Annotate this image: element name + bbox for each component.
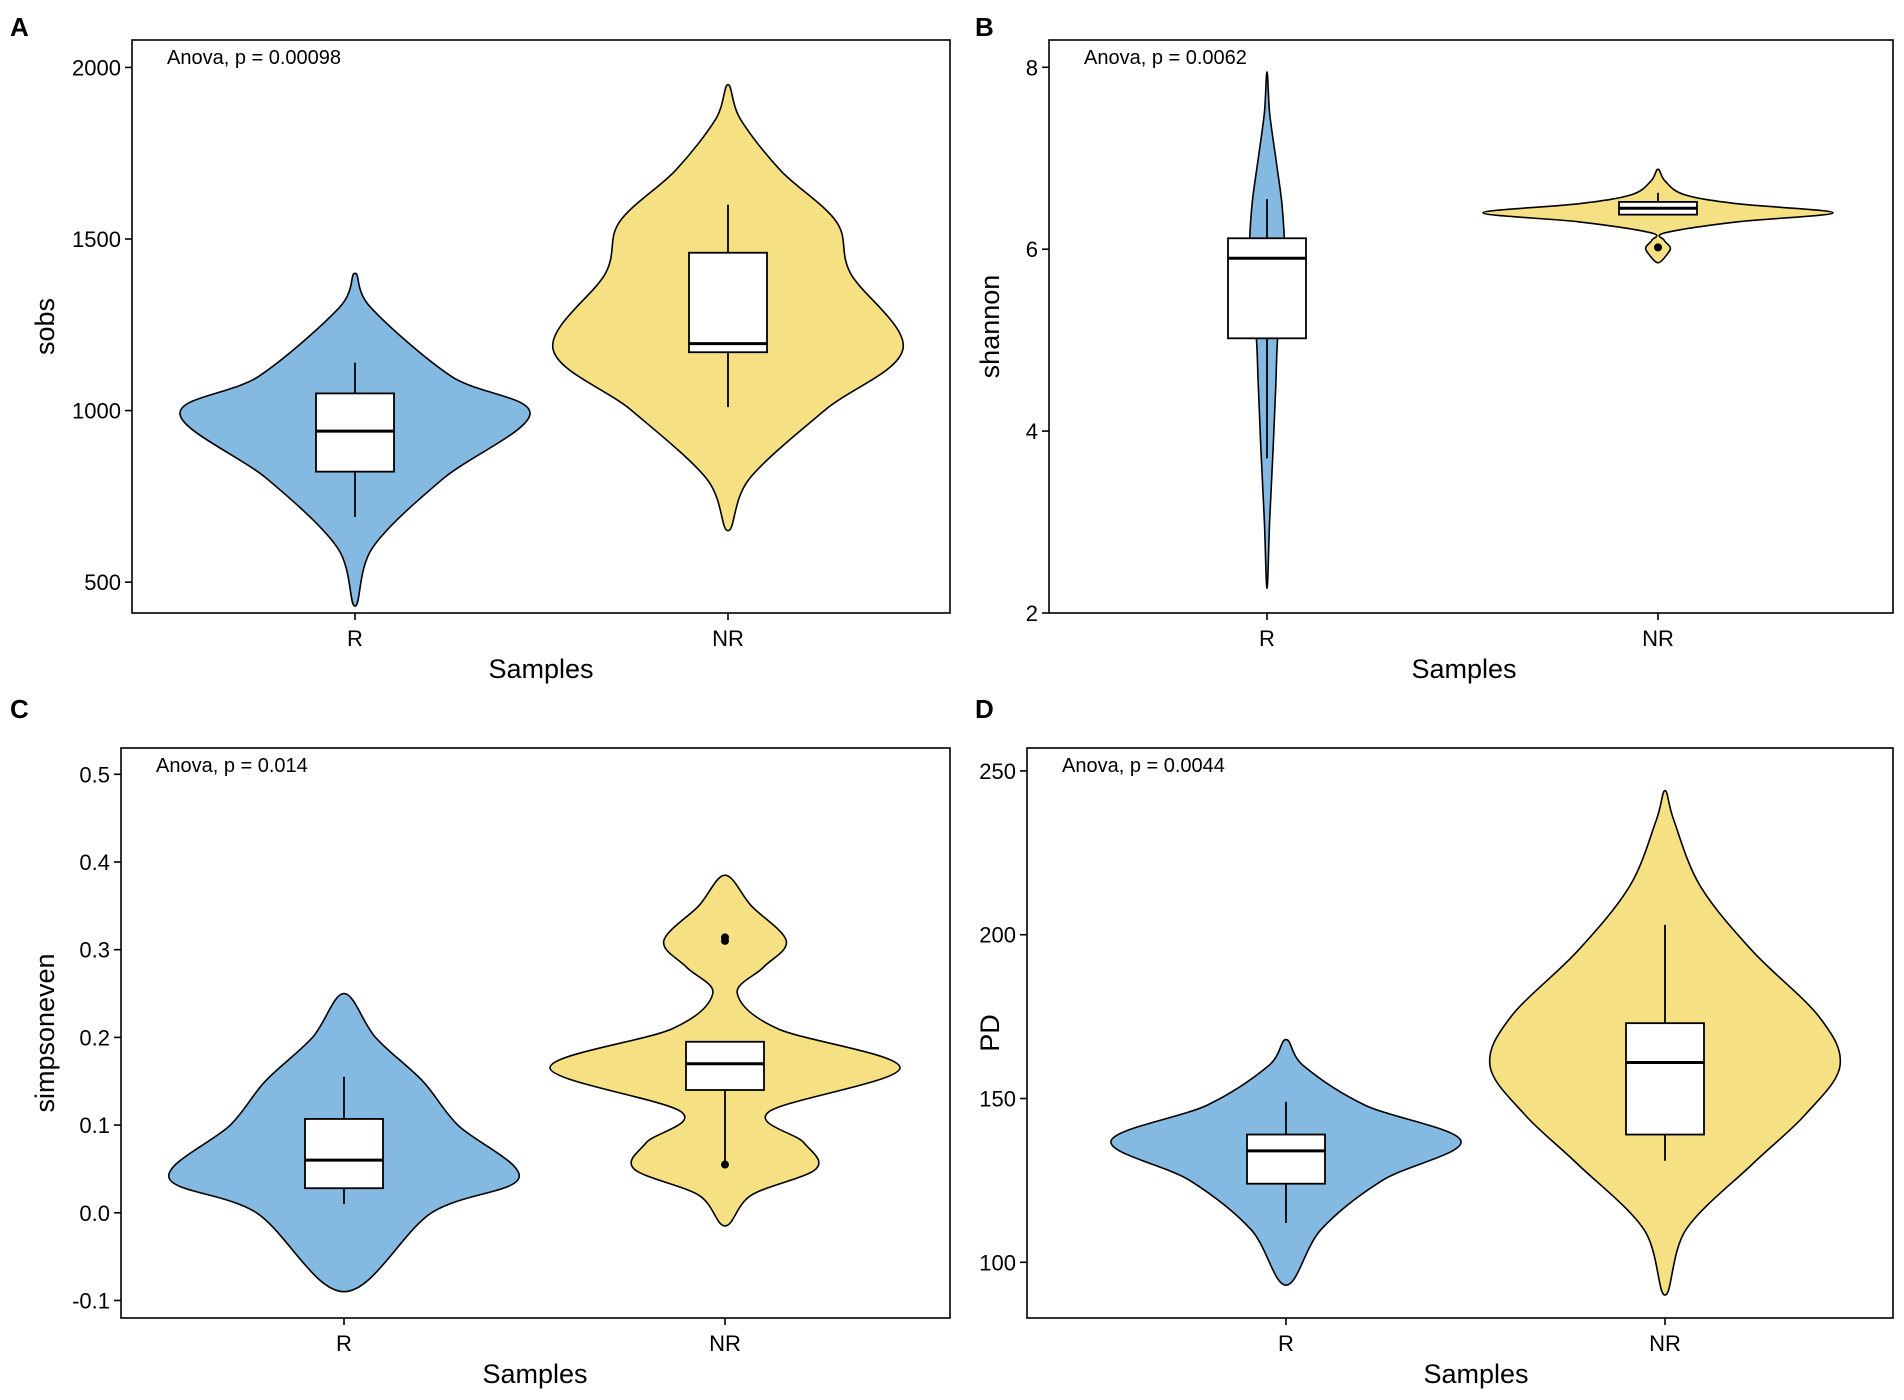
plot-frame bbox=[131, 39, 951, 614]
violin-nr bbox=[1482, 168, 1834, 264]
x-tick-label: NR bbox=[1649, 1331, 1681, 1356]
plot-frame bbox=[1048, 39, 1894, 614]
panel-d: D 100 150 200 250 R NR Samples PD Anova, p = 0.00… bbox=[975, 694, 1894, 1389]
panel-c: C -0.1 0.0 0.1 0.2 0.3 0.4 0.5 R NR Samples simpson… bbox=[10, 694, 951, 1389]
x-tick-label: R bbox=[1259, 626, 1275, 651]
group-r bbox=[179, 272, 531, 607]
y-tick-label: 6 bbox=[1026, 237, 1038, 262]
panel-label: D bbox=[975, 694, 994, 724]
y-tick-label: 0.0 bbox=[79, 1201, 110, 1226]
y-axis-title: shannon bbox=[975, 275, 1005, 379]
x-axis-title: Samples bbox=[482, 1359, 587, 1389]
y-tick-label: 1500 bbox=[72, 227, 121, 252]
y-tick-label: 0.5 bbox=[79, 762, 110, 787]
box-iqr bbox=[304, 1118, 384, 1190]
y-tick-label: 0.1 bbox=[79, 1113, 110, 1138]
plot-frame bbox=[120, 747, 951, 1319]
group-r bbox=[1110, 1038, 1462, 1287]
y-tick-label: 500 bbox=[84, 570, 121, 595]
anova-annotation: Anova, p = 0.014 bbox=[156, 755, 308, 777]
group-r bbox=[168, 992, 520, 1293]
y-tick-label: 100 bbox=[979, 1250, 1016, 1275]
x-axis-title: Samples bbox=[488, 654, 593, 684]
y-axis-title: sobs bbox=[30, 298, 60, 355]
panel-a: A 500 1000 1500 2000 R NR Samples sobs Anova, p =… bbox=[10, 12, 951, 684]
anova-annotation: Anova, p = 0.00098 bbox=[167, 47, 341, 69]
box-iqr bbox=[1227, 237, 1307, 340]
group-nr bbox=[1482, 168, 1834, 264]
box-iqr bbox=[1625, 1022, 1705, 1136]
y-tick-label: 250 bbox=[979, 759, 1016, 784]
outlier-point bbox=[721, 933, 729, 942]
x-tick-label: R bbox=[347, 626, 363, 651]
panel-label: A bbox=[10, 12, 29, 42]
y-tick-label: 1000 bbox=[72, 399, 121, 424]
x-tick-label: R bbox=[1278, 1331, 1294, 1356]
x-axis-title: Samples bbox=[1411, 654, 1516, 684]
anova-annotation: Anova, p = 0.0062 bbox=[1084, 47, 1247, 69]
panel-label: C bbox=[10, 694, 29, 724]
y-tick-label: 0.4 bbox=[79, 850, 110, 875]
y-tick-label: -0.1 bbox=[72, 1288, 110, 1313]
y-tick-label: 150 bbox=[979, 1087, 1016, 1112]
y-tick-label: 0.3 bbox=[79, 938, 110, 963]
y-axis-title: PD bbox=[975, 1014, 1005, 1052]
box-iqr bbox=[1246, 1133, 1326, 1185]
panels: A 500 1000 1500 2000 R NR Samples sobs Anova, p =… bbox=[10, 12, 1894, 1389]
x-tick-label: NR bbox=[712, 626, 744, 651]
x-tick-label: NR bbox=[1642, 626, 1674, 651]
x-tick-label: NR bbox=[709, 1331, 741, 1356]
anova-annotation: Anova, p = 0.0044 bbox=[1062, 755, 1225, 777]
group-nr bbox=[552, 83, 904, 532]
box-iqr bbox=[688, 251, 768, 354]
y-tick-label: 0.2 bbox=[79, 1025, 110, 1050]
panel-label: B bbox=[975, 12, 994, 42]
plot-frame bbox=[1026, 747, 1894, 1319]
group-nr bbox=[1488, 789, 1842, 1296]
y-tick-label: 4 bbox=[1026, 419, 1038, 444]
y-tick-label: 2000 bbox=[72, 55, 121, 80]
group-r bbox=[1227, 70, 1307, 590]
y-tick-label: 200 bbox=[979, 923, 1016, 948]
panel-b: B 2 4 6 8 R NR Samples shannon Anova, p = 0.0062 bbox=[975, 12, 1894, 684]
x-tick-label: R bbox=[336, 1331, 352, 1356]
y-tick-label: 8 bbox=[1026, 55, 1038, 80]
group-nr bbox=[549, 874, 901, 1227]
x-axis-title: Samples bbox=[1423, 1359, 1528, 1389]
outlier-point bbox=[1654, 243, 1662, 252]
outlier-point bbox=[721, 1160, 729, 1169]
box-iqr bbox=[685, 1040, 765, 1091]
y-tick-label: 2 bbox=[1026, 601, 1038, 626]
y-axis-title: simpsoneven bbox=[30, 953, 60, 1112]
